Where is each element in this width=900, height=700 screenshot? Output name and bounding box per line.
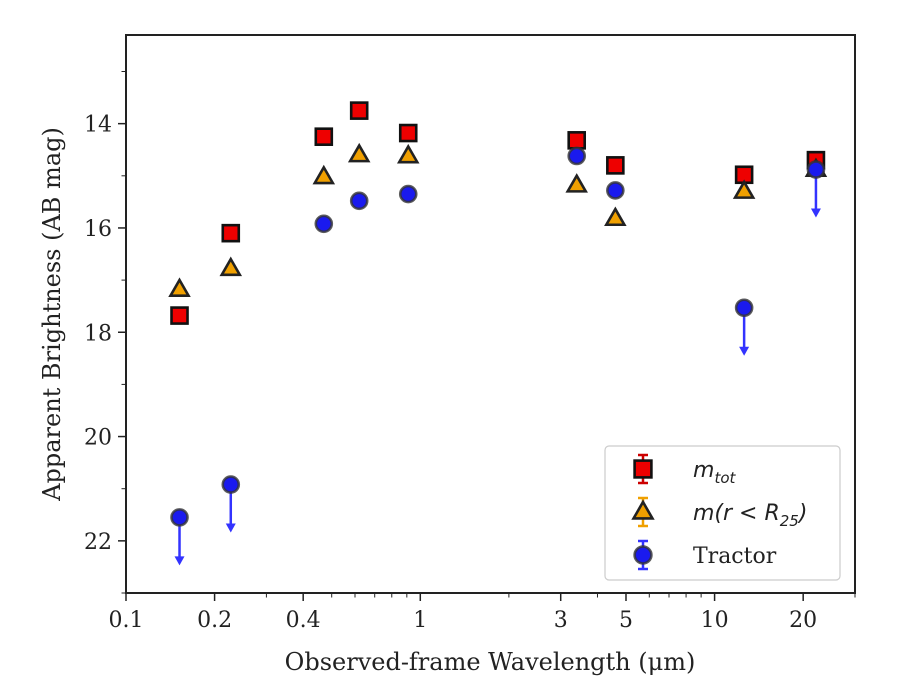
square-point <box>398 123 418 143</box>
legend-marker-triangle <box>631 499 655 520</box>
upper-limit-arrow-head <box>739 346 750 356</box>
square-point <box>314 127 334 146</box>
triangle-point <box>312 164 336 185</box>
x-tick-label: 0.2 <box>197 608 232 633</box>
square-point <box>606 156 625 175</box>
triangle-point <box>732 179 756 199</box>
legend: mtot m(r < R25) Tractor <box>604 445 841 581</box>
x-axis-label: Observed-frame Wavelength (μm) <box>285 648 696 676</box>
triangle-point <box>604 206 627 227</box>
legend-label: m(r < R25) <box>693 501 807 530</box>
triangle-point <box>168 277 191 297</box>
circle-point <box>606 181 625 200</box>
series-circle <box>170 146 826 566</box>
series-triangle <box>168 142 828 297</box>
square-point <box>567 131 587 150</box>
y-tick-label: 22 <box>84 530 112 555</box>
square-point <box>170 306 189 325</box>
upper-limit-arrow-head <box>174 556 185 566</box>
circle-point <box>398 184 418 204</box>
upper-limit-arrow-head <box>810 208 821 218</box>
y-tick-label: 16 <box>84 217 112 242</box>
x-tick-label: 20 <box>789 608 817 633</box>
legend-label-close: ) <box>797 501 808 526</box>
legend-label: mtot <box>693 458 736 487</box>
legend-label-subscript: tot <box>714 469 736 487</box>
legend-label-main: m(r < R <box>693 501 780 526</box>
legend-marker-circle <box>633 545 653 565</box>
circle-point <box>734 298 754 318</box>
plot-frame <box>125 34 856 594</box>
legend-label-subscript: 25 <box>780 512 799 530</box>
x-tick-label: 1 <box>413 608 427 633</box>
circle-point <box>314 214 334 234</box>
square-point <box>349 101 369 120</box>
circle-point <box>567 146 587 166</box>
legend-box <box>604 445 841 581</box>
x-tick-label: 3 <box>554 608 568 633</box>
x-tick-label: 5 <box>619 608 633 633</box>
triangle-point <box>347 142 371 163</box>
x-tick-label: 0.4 <box>286 608 321 633</box>
circle-point <box>170 508 189 527</box>
circle-point <box>221 475 241 494</box>
y-tick-label: 14 <box>84 113 112 138</box>
plot-marks <box>168 101 828 566</box>
upper-limit-arrow-head <box>225 523 236 533</box>
legend-marker-square <box>633 459 653 479</box>
legend-label-main: m <box>693 458 714 483</box>
y-axis-label: Apparent Brightness (AB mag) <box>38 127 66 502</box>
y-tick-label: 20 <box>84 426 112 451</box>
triangle-point <box>565 173 588 193</box>
circle-point <box>806 160 826 179</box>
square-point <box>221 223 241 243</box>
legend-label: Tractor <box>693 544 777 569</box>
y-tick-label: 18 <box>84 321 112 346</box>
y-axis: 14 16 18 20 22 <box>84 71 126 594</box>
x-tick-label: 10 <box>701 608 729 633</box>
triangle-point <box>396 143 420 164</box>
x-tick-label: 0.1 <box>109 608 144 633</box>
triangle-point <box>219 256 243 277</box>
circle-point <box>349 191 369 211</box>
x-axis: 0.1 0.2 0.4 1 3 5 10 20 <box>109 593 856 633</box>
series-square <box>170 101 826 325</box>
